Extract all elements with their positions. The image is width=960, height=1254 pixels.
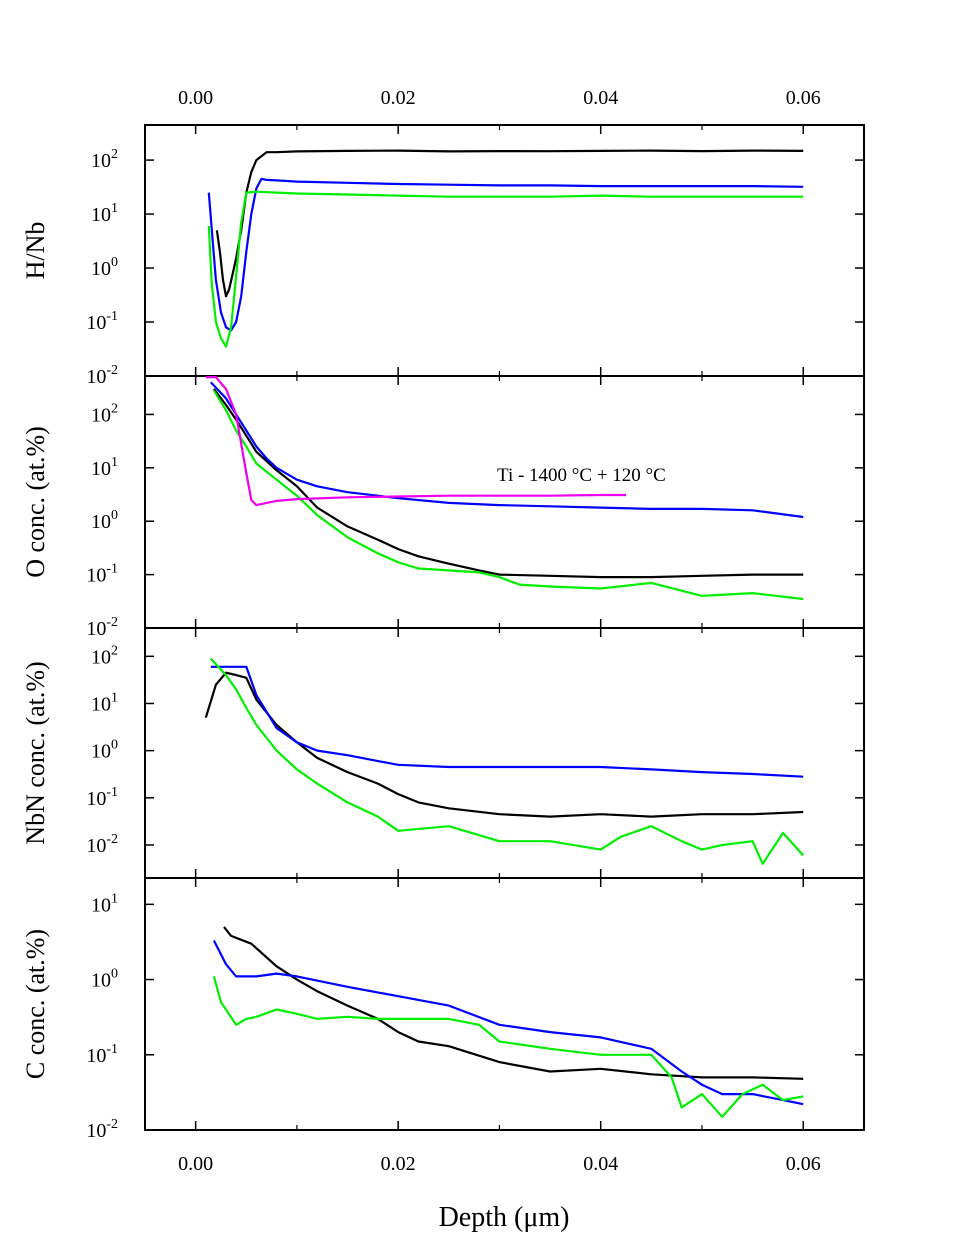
y-axis-label: O conc. (at.%) bbox=[21, 426, 50, 578]
bottom-x-tick-labels: 0.00 0.02 0.04 0.06 bbox=[178, 1153, 821, 1175]
top-x-tick-labels: 0.00 0.02 0.04 0.06 bbox=[178, 87, 821, 109]
bottom-x-tick-label: 0.04 bbox=[583, 1153, 618, 1175]
series-blue-line bbox=[210, 381, 804, 519]
y-tick-label: 10-2 bbox=[86, 363, 118, 388]
series-black-line bbox=[223, 926, 804, 1080]
y-tick-label: 10-2 bbox=[86, 1117, 118, 1142]
top-x-tick-label: 0.00 bbox=[178, 87, 213, 109]
y-tick-label: 101 bbox=[91, 690, 118, 715]
y-tick-label: 101 bbox=[91, 455, 118, 480]
y-tick-label: 10-1 bbox=[86, 1042, 118, 1067]
series-magenta-line bbox=[205, 376, 626, 507]
y-tick-label: 10-1 bbox=[86, 309, 118, 334]
panel-1: 10-2 10-1 100 101 102 H/Nb bbox=[21, 124, 865, 388]
y-tick-label: 102 bbox=[91, 147, 118, 172]
top-x-tick-label: 0.06 bbox=[786, 87, 821, 109]
y-tick-label: 100 bbox=[91, 508, 118, 533]
top-x-tick-label: 0.04 bbox=[583, 87, 618, 109]
annotation-label: Ti - 1400 °C + 120 °C bbox=[497, 465, 666, 486]
bottom-x-tick-label: 0.02 bbox=[381, 1153, 416, 1175]
panel-4: 10-2 10-1 100 101 C conc. (at.%) bbox=[21, 877, 865, 1142]
y-tick-label: 101 bbox=[91, 201, 118, 226]
y-tick-label: 10-2 bbox=[86, 832, 118, 857]
y-axis-label: C conc. (at.%) bbox=[21, 929, 50, 1079]
series-green-line bbox=[212, 976, 804, 1118]
y-tick-label: 100 bbox=[91, 967, 118, 992]
series-blue-line bbox=[212, 939, 804, 1106]
bottom-x-tick-label: 0.00 bbox=[178, 1153, 213, 1175]
bottom-x-tick-label: 0.06 bbox=[786, 1153, 821, 1175]
y-tick-label: 10-1 bbox=[86, 785, 118, 810]
series-green-line bbox=[207, 190, 804, 348]
y-tick-label: 102 bbox=[91, 401, 118, 426]
panels: 10-2 10-1 100 101 102 H/Nb 10-2 10-1 100 101 102 O … bbox=[21, 124, 865, 1142]
series-blue-line bbox=[210, 665, 804, 778]
y-tick-label: 10-2 bbox=[86, 615, 118, 640]
y-axis-label: NbN conc. (at.%) bbox=[21, 661, 50, 844]
y-tick-label: 100 bbox=[91, 738, 118, 763]
plot-frame bbox=[144, 124, 865, 377]
series-black-line bbox=[215, 149, 804, 298]
y-axis-label: H/Nb bbox=[21, 222, 50, 280]
series-black-line bbox=[213, 388, 804, 579]
y-tick-label: 100 bbox=[91, 255, 118, 280]
series-green-line bbox=[212, 390, 804, 601]
series-blue-line bbox=[207, 177, 804, 332]
top-x-tick-label: 0.02 bbox=[381, 87, 416, 109]
panel-3: 10-2 10-1 100 101 102 NbN conc. (at.%) bbox=[21, 627, 865, 879]
y-tick-label: 101 bbox=[91, 891, 118, 916]
y-tick-label: 10-1 bbox=[86, 562, 118, 587]
x-axis-label: Depth (μm) bbox=[439, 1202, 570, 1233]
plot-frame bbox=[144, 877, 865, 1131]
y-tick-label: 102 bbox=[91, 643, 118, 668]
series-green-line bbox=[209, 657, 805, 865]
panel-2: 10-2 10-1 100 101 102 O conc. (at.%) Ti - 1400… bbox=[21, 375, 865, 640]
series-black-line bbox=[204, 671, 804, 818]
